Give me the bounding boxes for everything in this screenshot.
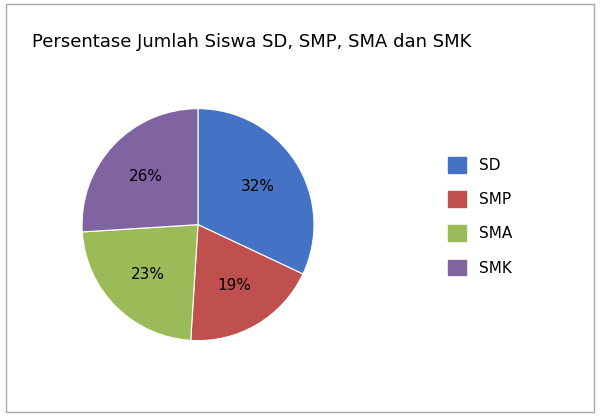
Wedge shape <box>82 225 198 340</box>
Wedge shape <box>82 109 198 232</box>
Text: Persentase Jumlah Siswa SD, SMP, SMA dan SMK: Persentase Jumlah Siswa SD, SMP, SMA dan… <box>32 32 472 51</box>
Text: 26%: 26% <box>129 168 163 183</box>
Wedge shape <box>198 109 314 274</box>
Text: 23%: 23% <box>131 267 165 282</box>
Wedge shape <box>191 225 303 341</box>
Text: 19%: 19% <box>217 278 251 293</box>
Text: 32%: 32% <box>241 179 275 194</box>
Legend: SD, SMP, SMA, SMK: SD, SMP, SMA, SMK <box>442 151 518 282</box>
